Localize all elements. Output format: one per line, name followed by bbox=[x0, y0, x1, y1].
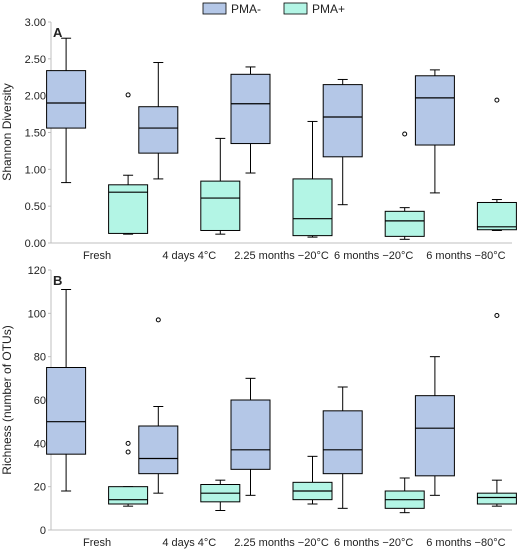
box-pma-minus bbox=[46, 37, 87, 184]
box-pma-minus bbox=[46, 289, 87, 492]
y-tick-label: 60 bbox=[34, 395, 46, 407]
outlier-point bbox=[125, 440, 131, 446]
box-pma-plus bbox=[384, 477, 425, 514]
y-tick-label: 100 bbox=[28, 308, 46, 320]
x-tick-label: Fresh bbox=[83, 537, 111, 549]
box-body bbox=[414, 395, 455, 477]
y-tick-label: 1.50 bbox=[25, 128, 46, 140]
x-tick-label: 2.25 months −20°C bbox=[234, 250, 329, 262]
box-body bbox=[138, 106, 179, 154]
x-tick-label: 4 days 4°C bbox=[162, 537, 216, 549]
y-tick-label: 2.00 bbox=[25, 91, 46, 103]
box-pma-plus bbox=[108, 440, 149, 507]
box-body bbox=[322, 410, 363, 475]
box-pma-plus bbox=[200, 479, 241, 511]
y-tick-label: 2.50 bbox=[25, 54, 46, 66]
box-pma-minus bbox=[138, 62, 179, 180]
outlier-point bbox=[494, 313, 500, 318]
box-pma-plus bbox=[108, 92, 149, 235]
legend-swatch-pma-minus bbox=[202, 2, 227, 15]
box-pma-plus bbox=[476, 97, 517, 231]
legend-swatch-pma-plus bbox=[283, 2, 308, 15]
x-tick-label: 6 months −80°C bbox=[426, 537, 505, 549]
y-tick-label: 120 bbox=[28, 265, 46, 277]
box-body bbox=[46, 70, 87, 129]
box-body bbox=[384, 210, 425, 237]
outlier-point bbox=[125, 449, 131, 455]
legend-label-pma-minus: PMA- bbox=[231, 2, 261, 16]
box-body bbox=[322, 84, 363, 158]
legend: PMA- PMA+ bbox=[202, 2, 345, 16]
y-axis-label: Richness (number of OTUs) bbox=[0, 325, 14, 474]
box-pma-plus bbox=[384, 131, 425, 240]
x-tick-label: 4 days 4°C bbox=[162, 250, 216, 262]
box-body bbox=[414, 75, 455, 146]
x-tick-label: Fresh bbox=[83, 250, 111, 262]
legend-label-pma-plus: PMA+ bbox=[312, 2, 345, 16]
x-tick-label: 6 months −20°C bbox=[334, 250, 413, 262]
y-tick-label: 3.00 bbox=[25, 17, 46, 29]
box-body bbox=[200, 180, 241, 231]
outlier-point bbox=[155, 317, 161, 323]
x-tick-label: 2.25 months −20°C bbox=[234, 537, 329, 549]
box-pma-minus bbox=[322, 386, 363, 509]
box-pma-plus bbox=[476, 313, 517, 507]
y-tick-label: 20 bbox=[34, 482, 46, 494]
box-body bbox=[108, 486, 149, 505]
x-tick-label: 6 months −20°C bbox=[334, 537, 413, 549]
box-pma-plus bbox=[292, 120, 333, 238]
box-pma-minus bbox=[414, 69, 455, 194]
box-pma-minus bbox=[138, 317, 179, 494]
x-tick-label: 6 months −80°C bbox=[426, 250, 505, 262]
panel-label: B bbox=[53, 273, 62, 288]
y-tick-label: 1.00 bbox=[25, 164, 46, 176]
y-tick-label: 0 bbox=[40, 525, 46, 537]
box-pma-plus bbox=[200, 137, 241, 235]
box-body bbox=[108, 184, 149, 234]
y-tick-label: 0.00 bbox=[25, 238, 46, 250]
outlier-point bbox=[125, 92, 131, 98]
box-pma-minus bbox=[322, 78, 363, 206]
y-axis-label: Shannon Diversity bbox=[0, 83, 14, 180]
panel-b-richness: B Richness (number of OTUs) 0 20 40 60 80 100… bbox=[0, 265, 517, 549]
panel-label: A bbox=[53, 25, 63, 40]
box-body bbox=[138, 425, 179, 475]
outlier-point bbox=[402, 131, 408, 137]
y-tick-label: 0.50 bbox=[25, 201, 46, 213]
box-body bbox=[230, 73, 271, 145]
box-body bbox=[292, 178, 333, 237]
box-body bbox=[476, 492, 517, 505]
box-body bbox=[46, 367, 87, 455]
outlier-point bbox=[494, 97, 500, 103]
box-pma-minus bbox=[414, 356, 455, 496]
y-tick-label: 80 bbox=[34, 352, 46, 364]
box-pma-minus bbox=[230, 377, 271, 496]
box-body bbox=[230, 399, 271, 470]
box-pma-plus bbox=[292, 455, 333, 505]
y-tick-label: 40 bbox=[34, 438, 46, 450]
panel-a-shannon: A Shannon Diversity 0.00 0.50 1.00 1.50 2.00… bbox=[0, 17, 517, 262]
box-pma-minus bbox=[230, 66, 271, 174]
box-body bbox=[476, 201, 517, 231]
